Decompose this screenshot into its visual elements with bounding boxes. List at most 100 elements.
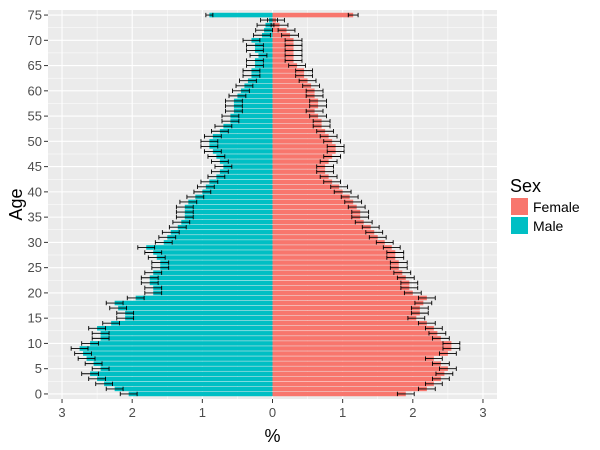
- errorbar-male: [211, 169, 229, 174]
- errorbar-male: [77, 356, 96, 361]
- bar-male: [153, 285, 273, 291]
- errorbar-female: [428, 331, 447, 336]
- bar-female: [272, 275, 406, 281]
- errorbar-female: [382, 245, 401, 250]
- error-bars: [70, 12, 461, 397]
- legend-swatch-female: [511, 198, 528, 215]
- y-tick-label: 75: [28, 8, 42, 23]
- y-tick-label: 0: [35, 386, 42, 401]
- errorbar-female: [281, 33, 299, 38]
- errorbar-male: [242, 73, 261, 78]
- bar-female: [272, 341, 452, 346]
- bar-male: [184, 204, 273, 210]
- bar-female: [272, 134, 329, 139]
- errorbar-male: [151, 260, 170, 265]
- errorbar-male: [221, 113, 240, 119]
- errorbar-male: [109, 305, 128, 311]
- bar-female: [272, 43, 294, 48]
- x-tick-label: 3: [58, 405, 65, 420]
- errorbar-female: [347, 204, 366, 210]
- errorbar-male: [95, 381, 113, 387]
- bar-female: [272, 219, 364, 225]
- bar-male: [93, 361, 273, 366]
- bar-female: [272, 320, 427, 326]
- errorbar-female: [326, 144, 345, 149]
- errorbar-male: [126, 295, 145, 301]
- bar-male: [90, 371, 273, 377]
- errorbar-female: [375, 240, 394, 245]
- errorbar-male: [151, 265, 170, 270]
- errorbar-female: [403, 290, 422, 296]
- bar-female: [272, 189, 343, 195]
- errorbar-male: [154, 240, 173, 245]
- bar-male: [244, 83, 273, 89]
- bar-female: [272, 103, 319, 109]
- bar-female: [272, 73, 305, 78]
- x-axis-title: %: [264, 426, 280, 446]
- errorbar-female: [361, 225, 380, 230]
- bar-male: [202, 189, 273, 195]
- y-tick-label: 35: [28, 210, 42, 225]
- bar-female: [272, 164, 326, 169]
- errorbar-female: [389, 265, 408, 270]
- errorbar-male: [81, 371, 99, 376]
- bar-male: [230, 118, 273, 124]
- bar-male: [233, 98, 273, 104]
- bar-male: [125, 315, 273, 321]
- errorbar-female: [295, 73, 313, 78]
- bar-male: [128, 391, 273, 397]
- errorbar-male: [246, 43, 264, 48]
- x-tick-label: 1: [339, 405, 346, 420]
- bar-male: [146, 245, 273, 250]
- errorbar-female: [432, 336, 450, 341]
- errorbar-female: [365, 230, 384, 235]
- errorbar-male: [242, 38, 261, 43]
- bar-female: [272, 12, 354, 18]
- bar-male: [223, 123, 273, 129]
- errorbar-female: [295, 68, 313, 73]
- errorbar-male: [207, 174, 226, 179]
- errorbar-male: [105, 386, 124, 392]
- bar-female: [272, 149, 336, 154]
- bar-male: [251, 68, 273, 73]
- bar-male: [156, 255, 273, 260]
- errorbar-female: [312, 118, 331, 124]
- errorbar-male: [196, 184, 215, 190]
- errorbar-female: [305, 93, 324, 99]
- errorbar-male: [203, 134, 222, 139]
- errorbar-female: [424, 356, 443, 361]
- bar-male: [212, 134, 273, 139]
- errorbar-female: [284, 43, 303, 48]
- errorbar-male: [84, 361, 103, 366]
- legend: Sex Female Male: [510, 176, 580, 234]
- errorbar-female: [432, 361, 450, 366]
- errorbar-male: [74, 351, 92, 356]
- bar-male: [160, 265, 273, 270]
- bar-male: [184, 214, 273, 220]
- bar-female: [272, 331, 438, 336]
- bar-female: [272, 366, 448, 371]
- bar-female: [272, 391, 406, 397]
- bar-male: [184, 209, 273, 215]
- errorbar-female: [396, 275, 415, 280]
- bar-female: [272, 260, 399, 265]
- bar-female: [272, 38, 294, 43]
- errorbar-male: [161, 230, 180, 235]
- bar-female: [272, 53, 294, 58]
- errorbar-male: [246, 48, 264, 53]
- bar-female: [272, 295, 427, 301]
- errorbar-male: [186, 194, 205, 200]
- bar-male: [79, 346, 273, 351]
- errorbar-male: [91, 366, 110, 371]
- errorbar-female: [316, 129, 334, 134]
- bar-male: [90, 341, 273, 346]
- errorbar-male: [214, 164, 233, 169]
- errorbar-male: [105, 300, 124, 306]
- bar-female: [272, 214, 361, 220]
- errorbar-female: [393, 270, 412, 275]
- errorbar-male: [175, 214, 194, 220]
- errorbar-male: [200, 179, 219, 184]
- errorbar-male: [253, 33, 271, 38]
- bar-male: [135, 295, 273, 301]
- bar-female: [272, 305, 420, 311]
